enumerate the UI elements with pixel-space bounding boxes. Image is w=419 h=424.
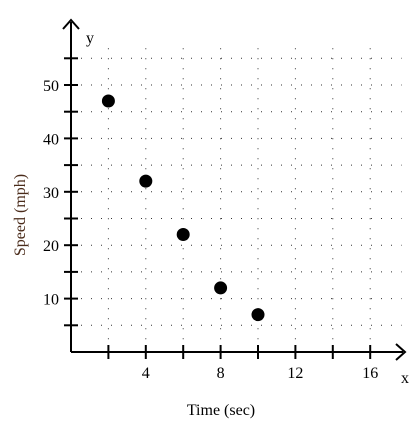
y-axis-arrow (62, 18, 80, 30)
x-axis-arrow (395, 343, 407, 361)
data-point (176, 228, 190, 242)
x-tick-label: 8 (217, 365, 225, 382)
data-point (214, 281, 228, 295)
tick-labels: 4 8 12 16 10 20 30 40 50 (43, 78, 378, 382)
y-axis-letter: y (86, 30, 94, 47)
y-tick-label: 10 (43, 292, 59, 309)
x-tick-label: 4 (142, 365, 150, 382)
grid-lines (71, 48, 402, 352)
data-point (251, 308, 265, 322)
y-tick-label: 40 (43, 131, 59, 148)
x-axis-letter: x (401, 370, 409, 387)
y-tick-label: 30 (43, 185, 59, 202)
y-axis-label: Speed (mph) (12, 174, 29, 256)
y-tick-label: 50 (43, 78, 59, 95)
data-point (101, 94, 115, 108)
data-point (139, 174, 153, 188)
data-points (101, 94, 265, 322)
x-tick-label: 12 (287, 365, 303, 382)
ticks (64, 57, 372, 359)
x-tick-label: 16 (362, 365, 378, 382)
y-tick-label: 20 (43, 238, 59, 255)
axes (62, 18, 407, 361)
x-axis-label: Time (sec) (187, 402, 255, 419)
